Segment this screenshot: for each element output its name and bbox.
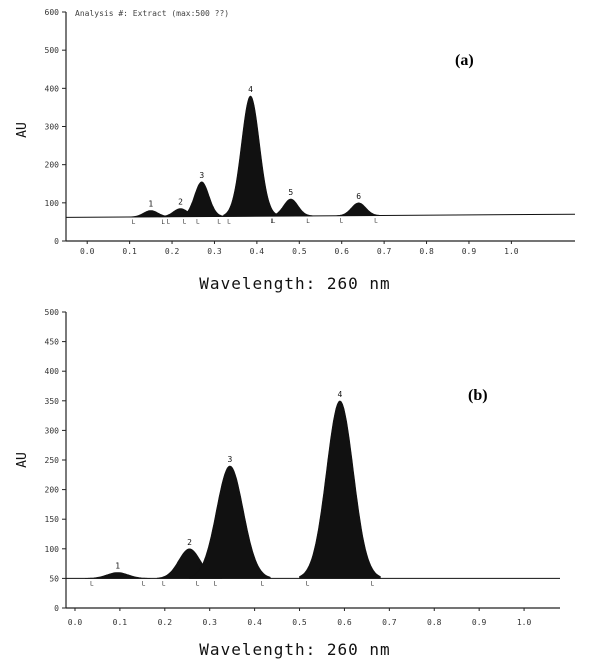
peak-label: 1 — [148, 199, 153, 208]
x-tick-label: 0.5 — [292, 247, 307, 256]
x-tick-label: 0.1 — [113, 618, 128, 627]
y-tick-label: 200 — [45, 161, 60, 170]
x-tick-label: 0.1 — [122, 247, 137, 256]
integration-mark: L — [142, 580, 146, 587]
x-tick-label: 0.3 — [207, 247, 222, 256]
x-tick-label: 0.8 — [419, 247, 434, 256]
y-tick-label: 50 — [49, 574, 59, 583]
integration-mark: L — [272, 218, 276, 225]
y-tick-label: 0 — [54, 604, 59, 613]
x-tick-label: 0.3 — [202, 618, 217, 627]
x-tick-label: 0.7 — [382, 618, 397, 627]
x-tick-label: 0.6 — [334, 247, 349, 256]
y-tick-label: 500 — [45, 308, 60, 317]
x-tick-label: 0.4 — [250, 247, 265, 256]
panel-a-label: (a) — [455, 52, 474, 69]
peak-label: 4 — [338, 390, 343, 399]
peak-3 — [189, 465, 271, 579]
y-tick-label: 400 — [45, 84, 60, 93]
y-tick-label: 200 — [45, 486, 60, 495]
y-tick-label: 150 — [45, 515, 60, 524]
x-tick-label: 0.2 — [165, 247, 180, 256]
x-tick-label: 0.0 — [68, 618, 83, 627]
x-tick-label: 0.4 — [247, 618, 262, 627]
x-tick-label: 0.0 — [80, 247, 95, 256]
panel-a-x-axis-label: Wavelength: 260 nm — [199, 274, 390, 293]
peak-5 — [268, 198, 313, 217]
y-tick-label: 450 — [45, 338, 60, 347]
y-tick-label: 300 — [45, 123, 60, 132]
panel-a-y-axis-label: AU — [15, 122, 30, 138]
x-tick-label: 0.8 — [427, 618, 442, 627]
integration-mark: L — [306, 580, 310, 587]
x-tick-label: 0.6 — [337, 618, 352, 627]
x-tick-label: 1.0 — [504, 247, 519, 256]
peak-label: 2 — [187, 538, 192, 547]
x-tick-label: 0.2 — [158, 618, 173, 627]
peak-label: 2 — [178, 198, 183, 207]
peak-4 — [223, 95, 278, 217]
integration-mark: L — [270, 218, 274, 225]
integration-mark: L — [374, 217, 378, 224]
peak-6 — [336, 202, 381, 217]
integration-mark: L — [166, 219, 170, 226]
y-tick-label: 600 — [45, 8, 60, 17]
integration-mark: L — [306, 218, 310, 225]
peak-1 — [85, 572, 151, 579]
panel-b-y-axis-label: AU — [15, 452, 30, 468]
integration-mark: L — [196, 219, 200, 226]
integration-mark: L — [196, 580, 200, 587]
y-tick-label: 0 — [54, 237, 59, 246]
integration-mark: L — [260, 580, 264, 587]
y-tick-label: 350 — [45, 397, 60, 406]
y-tick-label: 300 — [45, 426, 60, 435]
panel-b-label: (b) — [468, 387, 488, 404]
peak-4 — [299, 400, 381, 579]
x-tick-label: 0.9 — [472, 618, 487, 627]
peak-label: 3 — [228, 455, 233, 464]
x-tick-label: 1.0 — [517, 618, 532, 627]
integration-mark: L — [162, 580, 166, 587]
y-tick-label: 100 — [45, 545, 60, 554]
peak-label: 6 — [356, 192, 361, 201]
peak-label: 1 — [115, 561, 120, 570]
integration-mark: L — [217, 218, 221, 225]
integration-mark: L — [214, 580, 218, 587]
integration-mark: L — [183, 219, 187, 226]
panel-b-x-axis-label: Wavelength: 260 nm — [199, 640, 390, 659]
integration-mark: L — [227, 218, 231, 225]
peak-3 — [179, 181, 224, 218]
integration-mark: L — [370, 580, 374, 587]
y-tick-label: 250 — [45, 456, 60, 465]
y-tick-label: 500 — [45, 46, 60, 55]
x-tick-label: 0.5 — [292, 618, 307, 627]
panel-a-header: Analysis #: Extract (max:500 ??) — [75, 9, 229, 18]
panel-a: Analysis #: Extract (max:500 ??) 0 100 200… — [15, 8, 576, 293]
peak-label: 3 — [199, 171, 204, 180]
integration-mark: L — [161, 219, 165, 226]
panel-b: 0 50 100 150 200 250 300 350 400 450 500 0.0 0.1 0.2… — [15, 308, 560, 659]
x-tick-label: 0.9 — [462, 247, 477, 256]
peak-label: 5 — [288, 188, 293, 197]
integration-mark: L — [132, 219, 136, 226]
integration-mark: L — [90, 580, 94, 587]
x-tick-label: 0.7 — [377, 247, 392, 256]
y-tick-label: 100 — [45, 199, 60, 208]
peak-label: 4 — [248, 85, 253, 94]
y-tick-label: 400 — [45, 367, 60, 376]
integration-mark: L — [340, 218, 344, 225]
